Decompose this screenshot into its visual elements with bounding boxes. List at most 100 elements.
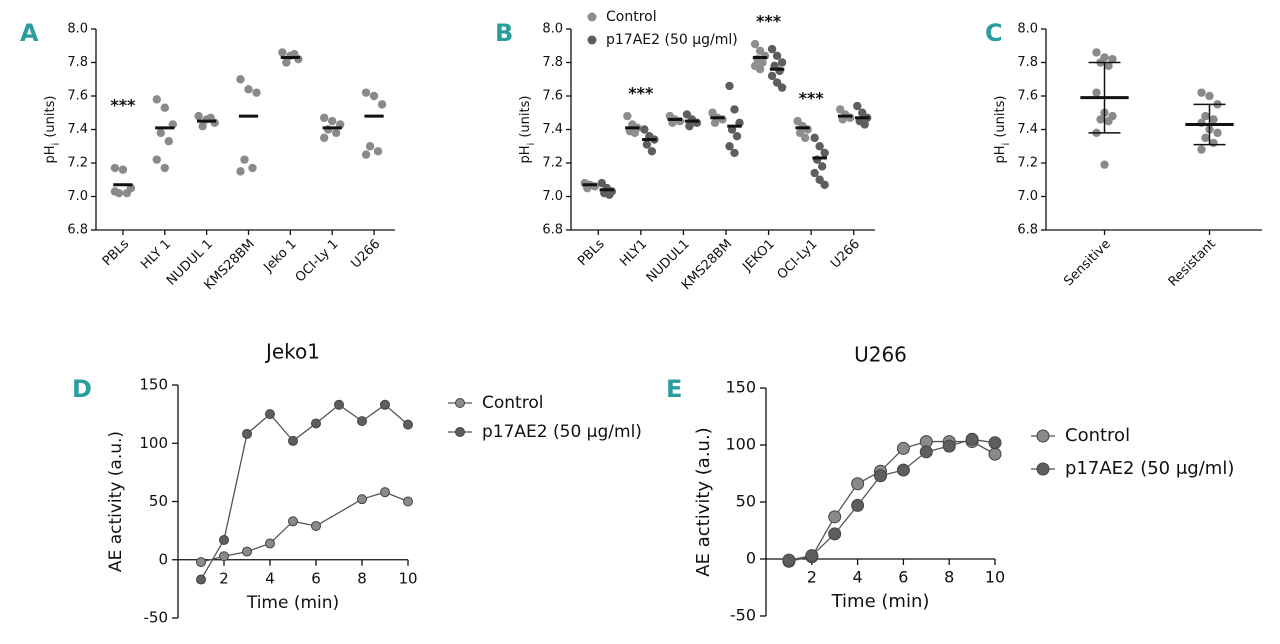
y-tick-label: 100	[139, 434, 168, 452]
legend-marker	[455, 398, 465, 408]
legend-marker	[1036, 429, 1050, 443]
y-axis-label-main: pH	[518, 145, 533, 163]
data-point	[252, 88, 261, 97]
y-tick-label: 7.2	[542, 156, 563, 171]
data-point	[988, 447, 1002, 461]
y-tick-label: 7.4	[1017, 122, 1038, 137]
data-point	[278, 48, 287, 57]
y-axis-label: pHi (units)	[43, 96, 62, 164]
data-point	[988, 436, 1002, 450]
x-tick-label: Resistant	[1166, 237, 1219, 290]
data-point	[196, 574, 206, 585]
data-point	[160, 103, 169, 112]
x-tick-label: Sensitive	[1061, 237, 1114, 290]
data-point	[965, 432, 979, 446]
y-axis-label-sub: i	[1001, 143, 1012, 146]
data-point	[810, 133, 819, 143]
y-axis-label-sub: i	[526, 143, 537, 146]
data-point	[828, 510, 842, 524]
data-point	[361, 88, 371, 97]
annotation: ***	[799, 89, 825, 108]
data-point	[380, 487, 390, 498]
chart-title: Jeko1	[264, 340, 320, 364]
y-tick-label: 7.4	[542, 122, 563, 137]
data-point	[122, 188, 132, 198]
y-axis-label: pHi (units)	[993, 96, 1012, 164]
data-point	[1197, 145, 1206, 154]
panel: E AE activity (a.u.) U266 -50 0 50 100 150 2 4 6 8 1…	[666, 343, 1234, 625]
panel-letter: E	[666, 375, 682, 403]
data-point	[725, 81, 734, 91]
y-axis-label: pHi (units)	[518, 96, 537, 164]
data-point	[380, 399, 390, 410]
data-point	[334, 399, 344, 410]
data-point	[800, 133, 810, 143]
legend-label: Control	[606, 9, 657, 25]
data-point	[640, 125, 649, 134]
data-point	[772, 51, 782, 60]
y-tick-label: -50	[730, 606, 756, 625]
y-tick-label: 7.6	[542, 89, 563, 104]
data-point	[110, 187, 120, 196]
data-point	[1209, 115, 1218, 124]
y-tick-label: 150	[725, 378, 756, 397]
panel: D AE activity (a.u.) Jeko1 -50 0 50 100 150 2 4 6 8…	[72, 340, 642, 627]
x-tick-label: HLY1	[617, 237, 650, 270]
data-point	[236, 75, 245, 84]
y-tick-label: 7.0	[1017, 189, 1038, 204]
y-tick-label: 7.0	[542, 189, 563, 204]
data-point	[1205, 91, 1214, 101]
y-axis-label-unit: (units)	[993, 96, 1008, 138]
data-point	[118, 165, 128, 174]
y-tick-label: 7.8	[1017, 55, 1038, 70]
data-point	[156, 128, 165, 138]
y-tick-label: 7.6	[67, 89, 88, 104]
data-point	[777, 58, 787, 67]
panel-letter: A	[20, 19, 39, 47]
data-point	[710, 118, 720, 128]
data-point	[1096, 115, 1105, 124]
annotation: ***	[756, 12, 782, 31]
data-point	[242, 428, 252, 439]
data-point	[642, 140, 652, 149]
data-point	[630, 128, 640, 138]
x-tick-label: OCI-Ly1	[775, 237, 821, 283]
legend-marker	[455, 427, 465, 437]
data-point	[248, 163, 257, 173]
x-tick-label: U266	[348, 237, 383, 272]
data-point	[369, 91, 379, 101]
data-point	[805, 549, 819, 563]
data-point	[403, 496, 413, 507]
legend-label: p17AE2 (50 μg/ml)	[1065, 458, 1234, 479]
data-point	[942, 439, 956, 453]
y-axis-label: AE activity (a.u.)	[106, 431, 126, 572]
data-point	[820, 180, 829, 189]
data-point	[1092, 88, 1101, 97]
data-point	[288, 435, 298, 446]
series-line	[788, 440, 996, 562]
y-axis-label-sub: i	[51, 143, 62, 146]
data-point	[817, 162, 827, 171]
data-point	[605, 190, 614, 200]
data-point	[851, 477, 865, 491]
y-tick-label: -50	[144, 609, 169, 627]
x-tick-label: HLY 1	[138, 237, 174, 273]
data-point	[373, 147, 383, 156]
data-point	[357, 416, 367, 427]
data-point	[1201, 133, 1210, 143]
x-tick-label: 2	[807, 568, 817, 587]
data-point	[1108, 54, 1117, 64]
data-point	[860, 120, 869, 129]
data-point	[265, 538, 275, 549]
y-tick-label: 7.8	[67, 55, 88, 70]
y-tick-label: 8.0	[1017, 22, 1038, 37]
y-axis-label-unit: (units)	[43, 96, 58, 138]
data-point	[365, 142, 375, 151]
data-point	[777, 83, 787, 92]
x-tick-label: PBLs	[100, 237, 133, 270]
data-point	[110, 163, 120, 173]
y-tick-label: 6.8	[67, 223, 88, 238]
data-point	[311, 520, 321, 531]
